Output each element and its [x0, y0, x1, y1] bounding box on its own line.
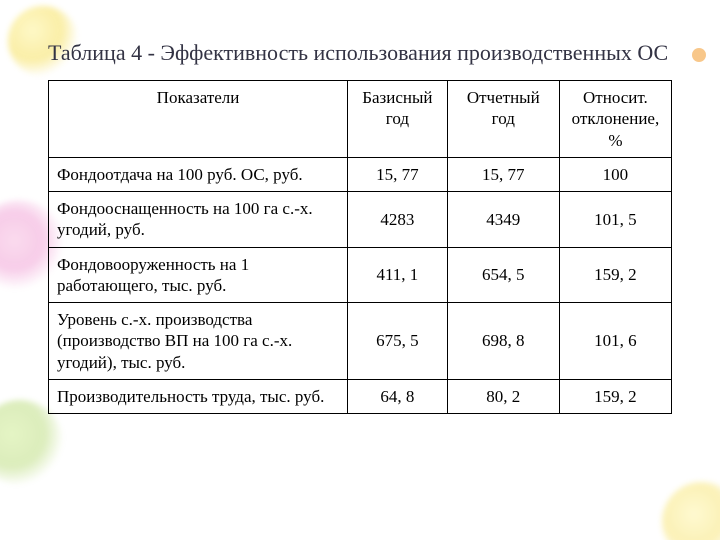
cell-indicator: Фондоотдача на 100 руб. ОС, руб.	[49, 157, 348, 191]
cell-indicator: Уровень с.-х. производства (производство…	[49, 303, 348, 380]
cell-report: 15, 77	[447, 157, 559, 191]
cell-indicator: Фондовооруженность на 1 работающего, тыс…	[49, 247, 348, 303]
cell-report: 654, 5	[447, 247, 559, 303]
cell-report: 698, 8	[447, 303, 559, 380]
table-header-row: Показатели Базисный год Отчетный год Отн…	[49, 81, 672, 158]
slide-body: Таблица 4 - Эффективность использования …	[0, 0, 720, 414]
cell-indicator: Производительность труда, тыс. руб.	[49, 379, 348, 413]
table-row: Фондовооруженность на 1 работающего, тыс…	[49, 247, 672, 303]
cell-base: 4283	[348, 192, 448, 248]
cell-base: 15, 77	[348, 157, 448, 191]
cell-base: 411, 1	[348, 247, 448, 303]
table-row: Уровень с.-х. производства (производство…	[49, 303, 672, 380]
efficiency-table: Показатели Базисный год Отчетный год Отн…	[48, 80, 672, 414]
cell-dev: 159, 2	[559, 379, 671, 413]
col-header-base-year: Базисный год	[348, 81, 448, 158]
col-header-deviation: Относит. отклонение, %	[559, 81, 671, 158]
cell-base: 675, 5	[348, 303, 448, 380]
cell-report: 4349	[447, 192, 559, 248]
cell-dev: 101, 6	[559, 303, 671, 380]
cell-indicator: Фондооснащенность на 100 га с.-х. угодий…	[49, 192, 348, 248]
col-header-report-year: Отчетный год	[447, 81, 559, 158]
table-row: Производительность труда, тыс. руб. 64, …	[49, 379, 672, 413]
table-row: Фондоотдача на 100 руб. ОС, руб. 15, 77 …	[49, 157, 672, 191]
cell-dev: 101, 5	[559, 192, 671, 248]
cell-base: 64, 8	[348, 379, 448, 413]
table-row: Фондооснащенность на 100 га с.-х. угодий…	[49, 192, 672, 248]
slide-title: Таблица 4 - Эффективность использования …	[48, 40, 672, 66]
cell-report: 80, 2	[447, 379, 559, 413]
cell-dev: 100	[559, 157, 671, 191]
col-header-indicator: Показатели	[49, 81, 348, 158]
decoration-blob-yellow-br	[662, 482, 720, 540]
cell-dev: 159, 2	[559, 247, 671, 303]
